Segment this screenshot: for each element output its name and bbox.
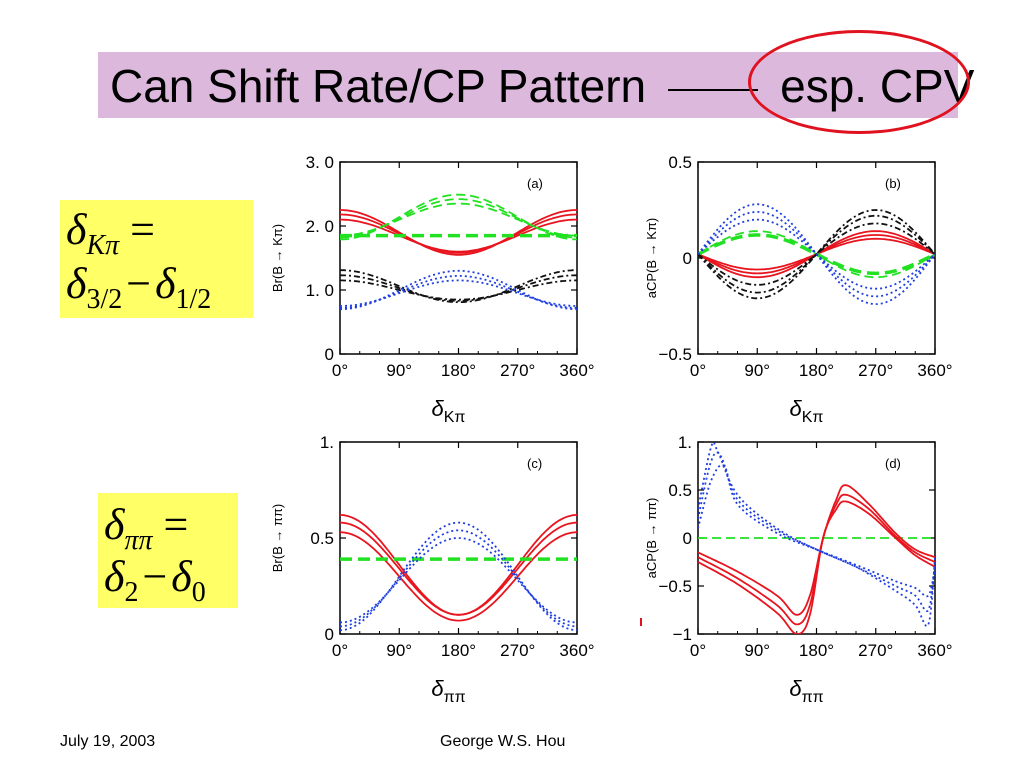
y-axis-label: aCP(B → Kπ) xyxy=(644,218,659,298)
series-red-2 xyxy=(340,531,577,622)
series-group xyxy=(698,203,935,306)
panel-label: (c) xyxy=(527,456,542,471)
series-red-2 xyxy=(698,493,935,626)
equation-box-pipi: δππ = δ2−δ0 xyxy=(98,493,238,608)
x-tick-label: 270° xyxy=(858,361,893,380)
y-tick-label: −1 xyxy=(673,625,692,644)
footer-date: July 19, 2003 xyxy=(60,733,156,750)
highlight-circle xyxy=(748,30,970,134)
y-tick-label: 1. xyxy=(320,433,334,452)
plot-b: 0° 90° 180° 270° 360° −0.5 0 0.5 aCP(B → Kπ) δKπ (… xyxy=(644,153,953,426)
x-axis-label-sub: Kπ xyxy=(802,409,824,426)
equation-kpi-line1: δKπ = xyxy=(66,205,155,262)
x-tick-label: 270° xyxy=(858,641,893,660)
equation-box-kpi: δKπ = δ3/2−δ1/2 xyxy=(60,200,253,318)
series-black-7 xyxy=(340,279,577,301)
x-axis-label-main: δ xyxy=(789,676,802,701)
series-black-9 xyxy=(340,269,577,304)
x-tick-label: 360° xyxy=(559,641,594,660)
series-red-1 xyxy=(698,484,935,616)
plot-a: 0° 90° 180° 270° 360° 0 1. 0 2. 0 3. 0 Br(B → Kπ)… xyxy=(270,153,595,426)
y-axis-label: Br(B → Kπ) xyxy=(270,224,285,292)
x-tick-label: 0° xyxy=(332,641,348,660)
y-tick-label: 0.5 xyxy=(668,153,692,172)
x-tick-label: 360° xyxy=(559,361,594,380)
x-tick-label: 180° xyxy=(799,641,834,660)
x-tick-label: 270° xyxy=(500,361,535,380)
x-tick-label: 180° xyxy=(441,641,476,660)
series-blue-10 xyxy=(698,203,935,306)
series-blue-5 xyxy=(340,529,577,628)
y-tick-label: 3. 0 xyxy=(306,153,334,172)
x-axis-label-main: δ xyxy=(790,396,803,421)
plot-c: 0° 90° 180° 270° 360° 0 0.5 1. Br(B → ππ) δππ (c) xyxy=(270,433,595,706)
series-black-8 xyxy=(340,274,577,302)
y-tick-label: 0 xyxy=(325,625,334,644)
series-green-3 xyxy=(698,233,935,276)
series-red-1 xyxy=(340,521,577,616)
series-group xyxy=(340,193,577,311)
plot-d: 0° 90° 180° 270° 360° −1 −0.5 0 0.5 1. aCP(B → ππ)… xyxy=(644,433,953,706)
y-axis-label: Br(B → ππ) xyxy=(270,504,285,573)
x-axis-label: δKπ xyxy=(432,396,466,426)
y-tick-label: −0.5 xyxy=(658,577,692,596)
x-axis-label: δππ xyxy=(431,676,465,706)
x-tick-label: 180° xyxy=(441,361,476,380)
y-tick-label: 0.5 xyxy=(668,481,692,500)
x-axis-label-sub: ππ xyxy=(802,689,824,706)
y-tick-label: −0.5 xyxy=(658,345,692,364)
series-red-3 xyxy=(698,500,935,634)
series-group xyxy=(340,514,577,632)
series-blue-9 xyxy=(698,210,935,298)
panel-label: (a) xyxy=(527,176,543,191)
x-tick-label: 180° xyxy=(799,361,834,380)
x-axis-label: δKπ xyxy=(790,396,824,426)
x-axis-label-sub: ππ xyxy=(444,689,466,706)
y-tick-label: 1. 0 xyxy=(306,281,334,300)
y-tick-label: 0.5 xyxy=(310,529,334,548)
x-tick-label: 90° xyxy=(744,361,770,380)
y-tick-label: 2. 0 xyxy=(306,217,334,236)
title-left: Can Shift Rate/CP Pattern xyxy=(110,60,647,112)
x-tick-label: 0° xyxy=(690,361,706,380)
equation-kpi-line2: δ3/2−δ1/2 xyxy=(66,259,212,316)
series-green-5 xyxy=(340,193,577,241)
equation-pipi-line1: δππ = xyxy=(104,500,189,557)
x-tick-label: 360° xyxy=(917,361,952,380)
series-group xyxy=(698,442,935,634)
x-tick-label: 360° xyxy=(917,641,952,660)
x-tick-label: 0° xyxy=(690,641,706,660)
y-tick-label: 0 xyxy=(683,249,692,268)
footer-author: George W.S. Hou xyxy=(440,733,566,750)
series-blue-6 xyxy=(340,537,577,624)
x-tick-label: 0° xyxy=(332,361,348,380)
red-tick-mark xyxy=(640,618,642,626)
equation-pipi-line2: δ2−δ0 xyxy=(104,552,206,609)
panel-label: (b) xyxy=(885,176,901,191)
x-tick-label: 270° xyxy=(500,641,535,660)
title-dash xyxy=(668,88,759,91)
x-axis-label: δππ xyxy=(789,676,823,706)
x-axis-label-sub: Kπ xyxy=(444,409,466,426)
series-red-0 xyxy=(340,514,577,616)
panel-label: (d) xyxy=(885,456,901,471)
y-tick-label: 0 xyxy=(683,529,692,548)
x-axis-label-main: δ xyxy=(432,396,445,421)
y-tick-label: 1. xyxy=(678,433,692,452)
series-blue-5 xyxy=(698,451,935,613)
y-axis-label: aCP(B → ππ) xyxy=(644,498,659,579)
x-axis-label-main: δ xyxy=(431,676,444,701)
series-blue-12 xyxy=(340,269,577,311)
x-tick-label: 90° xyxy=(744,641,770,660)
series-red-2 xyxy=(340,209,577,256)
series-red-1 xyxy=(340,213,577,254)
series-blue-4 xyxy=(340,521,577,632)
x-tick-label: 90° xyxy=(386,641,412,660)
y-tick-label: 0 xyxy=(325,345,334,364)
x-tick-label: 90° xyxy=(386,361,412,380)
